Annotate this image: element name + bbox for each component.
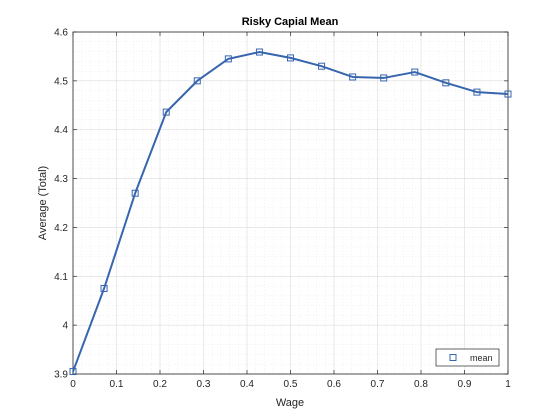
y-tick-label: 4.2 xyxy=(54,223,68,234)
y-tick-label: 4.5 xyxy=(54,76,68,87)
data-point xyxy=(380,74,388,82)
x-axis: 0 0.1 0.2 0.3 0.4 0.5 0.6 0.7 0.8 0.9 1 xyxy=(70,32,511,390)
x-tick-label: 0.8 xyxy=(414,379,428,390)
legend: mean xyxy=(435,348,500,367)
series-mean xyxy=(69,48,512,376)
data-point xyxy=(193,77,201,85)
y-tick-label: 4.4 xyxy=(54,125,68,136)
x-tick-label: 0.2 xyxy=(153,379,167,390)
x-tick-label: 0.4 xyxy=(240,379,254,390)
data-point xyxy=(224,55,232,63)
data-point xyxy=(287,54,294,62)
data-point xyxy=(69,368,77,376)
y-tick-label: 4.6 xyxy=(54,28,68,39)
data-point xyxy=(318,62,326,70)
x-tick-label: 0.7 xyxy=(371,379,385,390)
x-tick-label: 0.9 xyxy=(458,379,472,390)
data-point xyxy=(504,90,512,98)
x-tick-label: 0.3 xyxy=(197,379,211,390)
legend-marker-square-icon xyxy=(449,354,457,361)
y-tick-label: 4 xyxy=(62,321,68,332)
data-point xyxy=(473,88,481,96)
y-axis: 3.9 4 4.1 4.2 4.3 4.4 4.5 4.6 xyxy=(54,28,508,381)
y-tick-label: 3.9 xyxy=(54,370,68,381)
data-point xyxy=(349,73,357,81)
y-axis-label: Average (Total) xyxy=(37,166,49,240)
chart-title: Risky Capial Mean xyxy=(242,16,339,28)
x-tick-label: 0 xyxy=(70,379,76,390)
x-tick-label: 1 xyxy=(505,379,511,390)
data-point xyxy=(131,189,139,197)
x-axis-label: Wage xyxy=(276,397,304,409)
data-point xyxy=(442,79,450,87)
legend-label-mean: mean xyxy=(470,353,493,363)
minor-grid xyxy=(73,32,508,374)
x-tick-label: 0.6 xyxy=(327,379,341,390)
data-point xyxy=(162,108,170,116)
x-tick-label: 0.5 xyxy=(284,379,298,390)
y-tick-label: 4.1 xyxy=(54,272,68,283)
series-line-mean xyxy=(72,51,509,372)
x-tick-label: 0.1 xyxy=(110,379,124,390)
data-point xyxy=(411,68,419,76)
data-point xyxy=(255,48,263,56)
y-tick-label: 4.3 xyxy=(54,174,68,185)
legend-box xyxy=(435,348,500,367)
data-point xyxy=(100,285,108,292)
